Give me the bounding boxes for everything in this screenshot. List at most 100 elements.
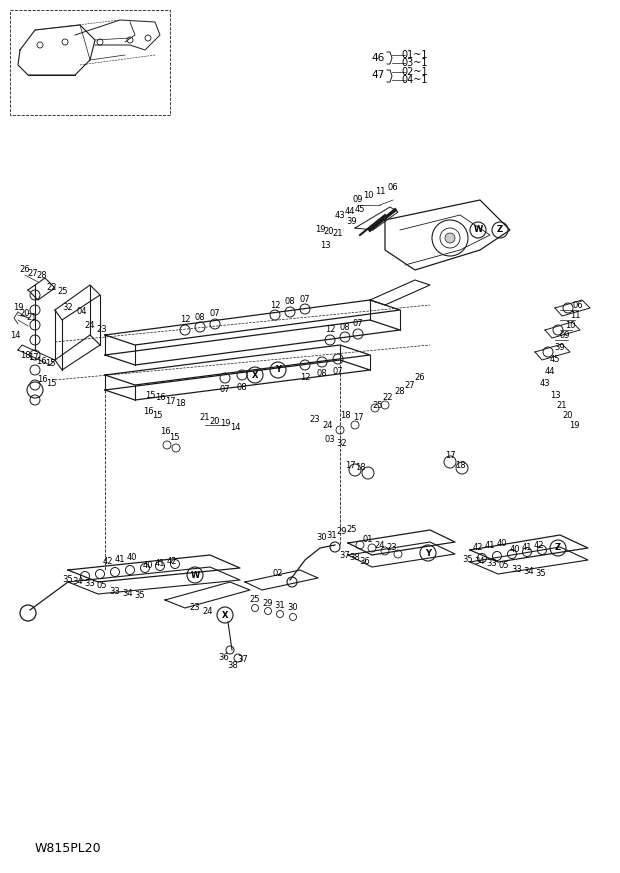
Text: 41: 41 — [485, 541, 495, 551]
Text: 16: 16 — [36, 356, 46, 366]
Text: 03~1: 03~1 — [402, 58, 428, 68]
Text: 24: 24 — [323, 421, 334, 430]
Text: 03: 03 — [325, 436, 335, 444]
Text: 20: 20 — [563, 410, 574, 420]
Text: 13: 13 — [320, 240, 330, 250]
Text: 18: 18 — [454, 460, 466, 470]
Text: 25: 25 — [58, 287, 68, 297]
Text: 07: 07 — [353, 320, 363, 328]
Text: 22: 22 — [46, 284, 57, 292]
Text: 34: 34 — [73, 578, 83, 587]
Text: 34: 34 — [524, 567, 534, 576]
Text: 44: 44 — [345, 208, 355, 217]
Text: 12: 12 — [270, 300, 280, 310]
Text: 35: 35 — [463, 555, 473, 565]
Text: 12: 12 — [299, 373, 310, 382]
Text: 16: 16 — [143, 408, 153, 416]
Text: 18: 18 — [355, 464, 365, 472]
Text: 18: 18 — [340, 410, 350, 420]
Text: 16: 16 — [37, 375, 47, 384]
Text: 19: 19 — [315, 225, 326, 235]
Text: 08: 08 — [195, 313, 205, 321]
Text: 14: 14 — [230, 423, 241, 431]
Text: 12: 12 — [180, 315, 190, 325]
Text: 25: 25 — [373, 401, 383, 409]
Text: 39: 39 — [347, 217, 357, 226]
Text: 10: 10 — [565, 320, 575, 329]
Text: 04: 04 — [77, 307, 87, 317]
Text: 19: 19 — [13, 304, 24, 313]
Text: 21: 21 — [200, 414, 210, 423]
Text: 07: 07 — [219, 386, 230, 395]
Text: 07: 07 — [299, 294, 311, 304]
Text: 37: 37 — [237, 656, 249, 664]
Text: 35: 35 — [135, 592, 145, 601]
Text: 16: 16 — [160, 428, 171, 436]
Text: 17: 17 — [445, 450, 455, 459]
Text: 26: 26 — [415, 374, 425, 382]
Text: Y: Y — [275, 366, 281, 375]
Text: 27: 27 — [405, 381, 415, 389]
Text: 31: 31 — [275, 601, 285, 610]
Text: X: X — [222, 610, 228, 620]
Text: 19: 19 — [219, 420, 230, 429]
Text: 24: 24 — [374, 540, 385, 549]
Text: 23: 23 — [309, 416, 321, 424]
Text: 39: 39 — [555, 343, 565, 353]
Text: 23: 23 — [97, 326, 107, 334]
Text: 20: 20 — [324, 228, 334, 237]
Text: 40: 40 — [510, 546, 520, 554]
Text: 12: 12 — [325, 326, 335, 334]
Text: 41: 41 — [155, 559, 166, 567]
Text: 30: 30 — [288, 603, 298, 613]
Text: 15: 15 — [169, 434, 179, 443]
Text: 09: 09 — [353, 196, 363, 204]
Text: 08: 08 — [340, 322, 350, 332]
Text: Y: Y — [425, 548, 431, 558]
Text: 21: 21 — [27, 313, 37, 322]
Text: 28: 28 — [37, 272, 47, 280]
Text: 22: 22 — [383, 394, 393, 402]
Text: 11: 11 — [374, 188, 385, 196]
Text: Z: Z — [555, 544, 561, 553]
Text: 19: 19 — [569, 421, 579, 430]
Text: 21: 21 — [333, 230, 343, 238]
Text: 06: 06 — [388, 183, 398, 193]
Text: 31: 31 — [327, 531, 337, 540]
Text: 40: 40 — [497, 540, 507, 548]
Text: 33: 33 — [110, 588, 120, 596]
Text: 10: 10 — [363, 190, 373, 200]
Text: 15: 15 — [46, 379, 56, 388]
Text: 32: 32 — [63, 304, 73, 313]
Text: 40: 40 — [126, 553, 137, 562]
Text: 33: 33 — [84, 580, 95, 588]
Text: 36: 36 — [219, 654, 229, 663]
Text: 43: 43 — [335, 210, 345, 219]
Text: 47: 47 — [372, 70, 385, 80]
Text: 17: 17 — [28, 354, 38, 362]
Text: 23: 23 — [387, 544, 397, 553]
Text: 27: 27 — [28, 269, 38, 278]
Text: 16: 16 — [154, 394, 166, 402]
Text: W: W — [474, 225, 482, 235]
Text: 29: 29 — [263, 599, 273, 608]
Text: 14: 14 — [10, 331, 20, 340]
Text: 33: 33 — [487, 560, 497, 568]
Text: 38: 38 — [228, 661, 238, 670]
Text: 40: 40 — [143, 560, 153, 569]
Text: 24: 24 — [203, 607, 213, 615]
Circle shape — [445, 233, 455, 243]
Text: 33: 33 — [512, 566, 523, 574]
Text: 42: 42 — [534, 541, 544, 551]
Text: 43: 43 — [539, 380, 551, 388]
Text: 20: 20 — [20, 308, 30, 318]
Text: 42: 42 — [103, 558, 113, 567]
Text: 20: 20 — [210, 416, 220, 425]
Text: 26: 26 — [20, 265, 30, 274]
Text: 46: 46 — [372, 53, 385, 63]
Text: 07: 07 — [210, 310, 220, 319]
Text: W815PL20: W815PL20 — [35, 842, 102, 855]
Text: 02~1: 02~1 — [402, 67, 428, 77]
Text: 45: 45 — [355, 205, 365, 215]
Text: 32: 32 — [337, 438, 347, 448]
